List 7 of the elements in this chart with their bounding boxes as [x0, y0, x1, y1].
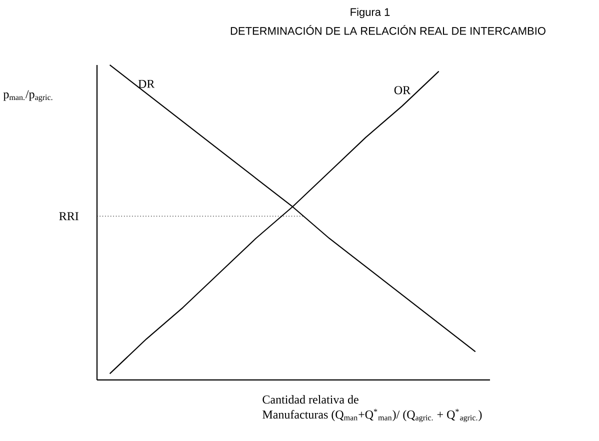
chart-subtitle: DETERMINACIÓN DE LA RELACIÓN REAL DE INTERCAMBIO [230, 25, 546, 35]
series-label: DR [138, 80, 155, 88]
text: Cantidad relativa de Manufacturas (Q$_{man}$+Q$^{*}$$_{man}$)/ (Q$_{agric.}$ + Q$^{*}$$_{agric.}$) [262, 395, 482, 422]
y-axis-title: p$_{man.}$/p$_{agric.}$ [3, 90, 52, 102]
chart-title: Figura 1 [350, 8, 390, 18]
ref-line-label: RRI [59, 212, 78, 220]
series-label: OR [394, 86, 411, 94]
